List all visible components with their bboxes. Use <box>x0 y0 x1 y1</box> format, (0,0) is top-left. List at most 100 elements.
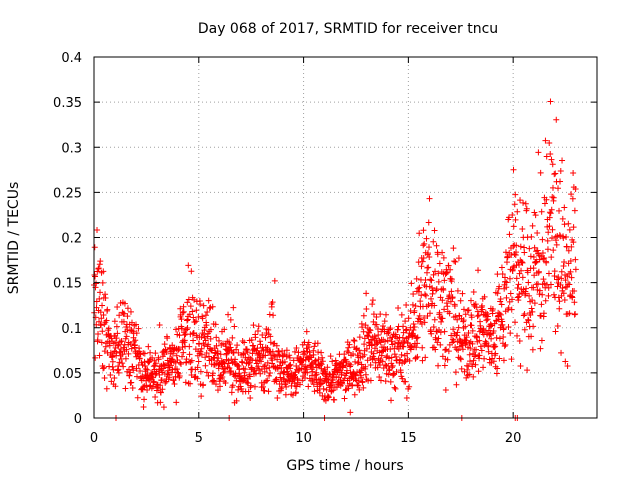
data-point <box>448 288 455 295</box>
data-point <box>543 259 550 266</box>
data-point <box>219 373 226 380</box>
data-point <box>572 186 579 193</box>
data-point <box>94 268 101 275</box>
data-point <box>523 205 530 212</box>
data-point <box>497 296 504 303</box>
data-point <box>572 311 579 318</box>
data-point <box>529 222 536 229</box>
data-point <box>472 351 479 358</box>
data-point <box>512 191 519 198</box>
data-point <box>469 340 476 347</box>
data-point <box>475 312 482 319</box>
data-point <box>515 281 522 288</box>
data-point <box>195 313 202 320</box>
data-point <box>410 321 417 328</box>
data-point <box>315 349 322 356</box>
data-point <box>450 245 457 252</box>
data-point <box>535 149 542 156</box>
data-point <box>518 267 525 274</box>
data-point <box>433 242 440 249</box>
data-point <box>186 311 193 318</box>
data-point <box>394 335 401 342</box>
data-point <box>428 295 435 302</box>
data-point <box>432 346 439 353</box>
y-tick-label: 0.4 <box>61 51 82 66</box>
data-point <box>202 362 209 369</box>
data-point <box>508 306 515 313</box>
data-point <box>117 346 124 353</box>
data-point <box>526 245 533 252</box>
data-point <box>504 253 511 260</box>
data-point <box>318 380 325 387</box>
data-point <box>201 342 208 349</box>
data-point <box>106 342 113 349</box>
data-point <box>118 338 125 345</box>
data-point <box>525 317 532 324</box>
data-point <box>538 208 545 215</box>
data-point <box>96 318 103 325</box>
data-point <box>230 304 237 311</box>
data-point <box>556 207 563 214</box>
data-point <box>505 214 512 221</box>
data-point <box>373 321 380 328</box>
data-point <box>370 311 377 318</box>
data-point <box>188 372 195 379</box>
data-point <box>514 285 521 292</box>
data-point <box>178 360 185 367</box>
data-point <box>116 348 123 355</box>
data-point <box>510 242 517 249</box>
data-point <box>524 269 531 276</box>
data-point <box>245 380 252 387</box>
data-point <box>414 353 421 360</box>
data-point <box>236 366 243 373</box>
data-point <box>198 345 205 352</box>
data-point <box>457 356 464 363</box>
data-point <box>315 356 322 363</box>
data-point <box>506 231 513 238</box>
data-point <box>105 325 112 332</box>
data-point <box>203 322 210 329</box>
data-point <box>95 265 102 272</box>
y-tick-label: 0 <box>74 412 82 427</box>
data-point <box>408 280 415 287</box>
data-point <box>419 258 426 265</box>
data-point <box>168 369 175 376</box>
data-point <box>360 384 367 391</box>
data-point <box>546 139 553 146</box>
data-point <box>260 383 267 390</box>
data-point <box>304 364 311 371</box>
data-point <box>566 281 573 288</box>
data-point <box>97 289 104 296</box>
data-point <box>179 309 186 316</box>
data-point <box>346 341 353 348</box>
data-point <box>177 359 184 366</box>
data-point <box>113 335 120 342</box>
data-point <box>179 353 186 360</box>
data-point <box>350 350 357 357</box>
data-point <box>415 288 422 295</box>
data-point <box>551 171 558 178</box>
data-point <box>282 391 289 398</box>
data-point <box>510 166 517 173</box>
data-point <box>445 262 452 269</box>
data-point <box>127 340 134 347</box>
data-point <box>341 395 348 402</box>
data-point <box>98 339 105 346</box>
data-point <box>366 326 373 333</box>
data-point <box>214 387 221 394</box>
data-point <box>552 170 559 177</box>
data-point <box>444 268 451 275</box>
data-point <box>479 306 486 313</box>
data-point <box>548 156 555 163</box>
data-point <box>571 299 578 306</box>
data-point <box>424 312 431 319</box>
data-point <box>351 391 358 398</box>
data-point <box>377 377 384 384</box>
data-point <box>176 372 183 379</box>
data-point <box>139 361 146 368</box>
data-point <box>500 325 507 332</box>
data-point <box>274 395 281 402</box>
data-point <box>225 360 232 367</box>
data-point <box>437 341 444 348</box>
data-point <box>537 169 544 176</box>
